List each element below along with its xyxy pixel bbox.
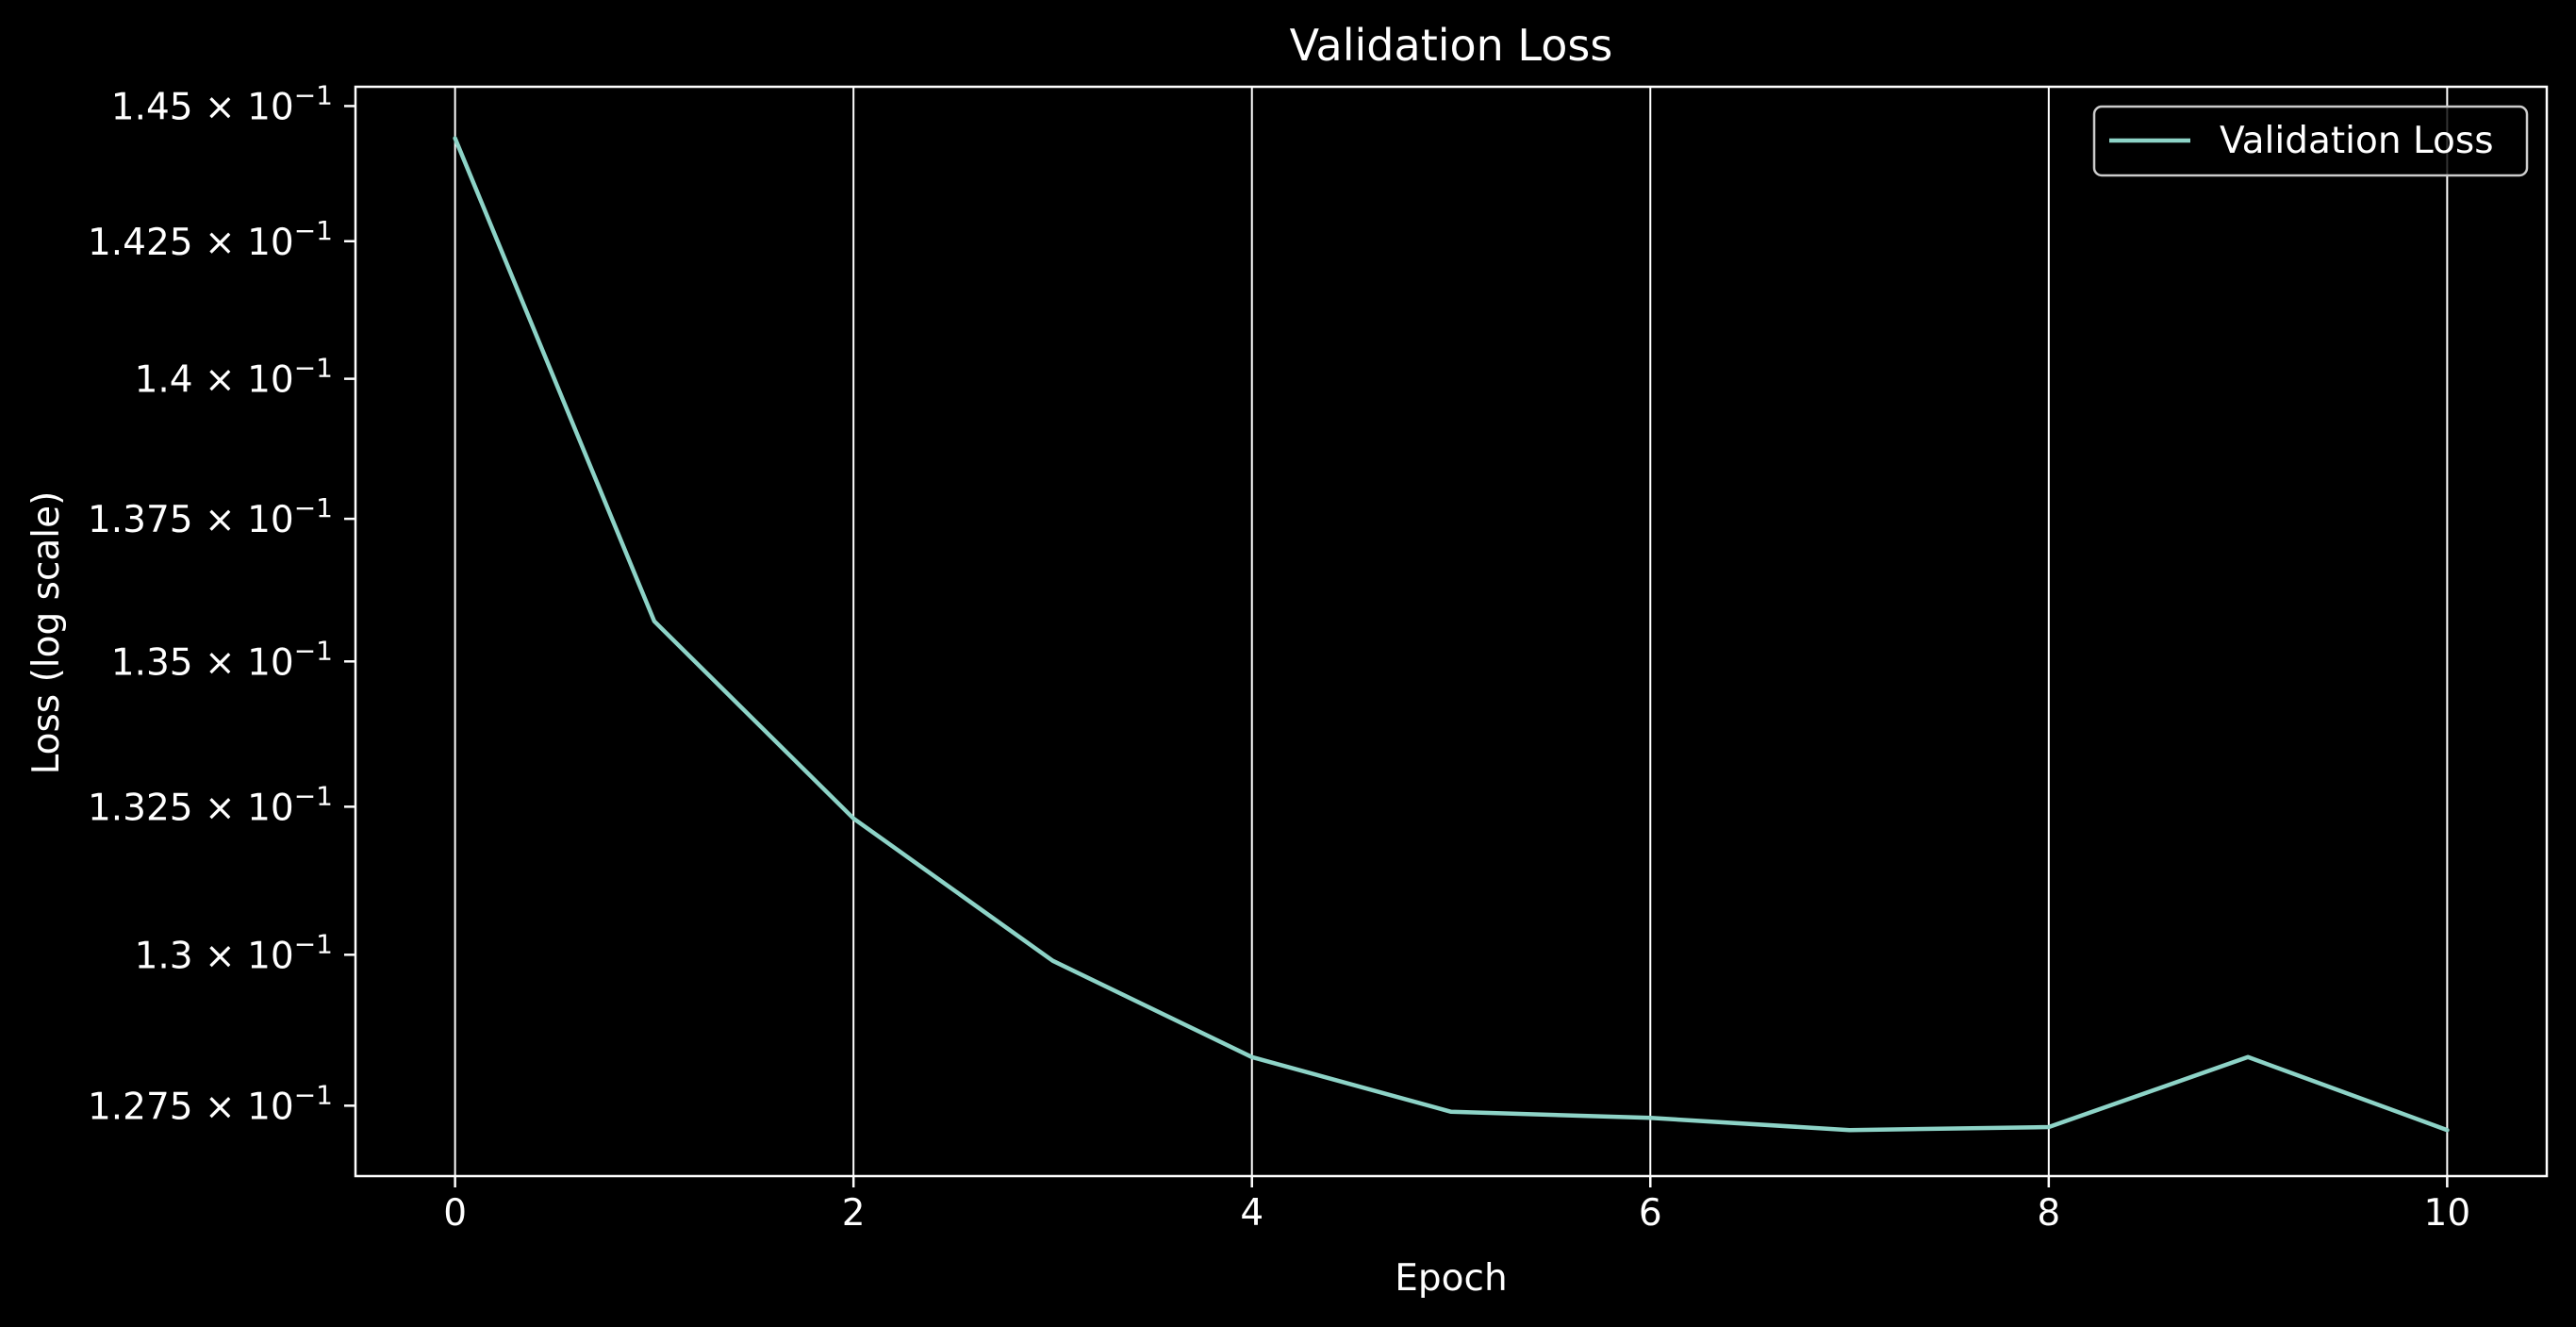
y-tick-label: 1.35 × 10−1 [111, 635, 333, 684]
plot-frame [354, 85, 2549, 1178]
x-tick-label: 10 [2424, 1192, 2471, 1235]
y-tick-label: 1.425 × 10−1 [88, 215, 333, 264]
x-tick-label: 0 [443, 1192, 467, 1235]
legend-box [2092, 105, 2529, 177]
grid-layer [454, 87, 2449, 1176]
x-tick-label: 4 [1240, 1192, 1263, 1235]
x-tick-layer: 0 2 4 6 8 10 [443, 1176, 2470, 1235]
chart-title: Validation Loss [1290, 20, 1613, 71]
validation-loss-line [453, 136, 2450, 1133]
legend: Validation Loss [2092, 105, 2529, 177]
x-axis-label: Epoch [1395, 1257, 1507, 1300]
y-tick-label: 1.325 × 10−1 [88, 780, 333, 829]
x-tick-label: 2 [842, 1192, 866, 1235]
legend-label: Validation Loss [2220, 120, 2494, 162]
x-tick-label: 6 [1639, 1192, 1662, 1235]
y-axis-label: Loss (log scale) [25, 491, 68, 775]
y-tick-label: 1.4 × 10−1 [135, 353, 333, 402]
series-layer [453, 136, 2450, 1133]
y-tick-label: 1.275 × 10−1 [88, 1079, 333, 1128]
y-tick-label: 1.375 × 10−1 [88, 492, 333, 541]
y-tick-layer: 1.275 × 10−1 1.3 × 10−1 1.325 × 10−1 1.35 ×… [88, 79, 355, 1128]
y-tick-label: 1.45 × 10−1 [111, 79, 333, 128]
y-tick-label: 1.3 × 10−1 [135, 928, 333, 977]
x-tick-label: 8 [2037, 1192, 2060, 1235]
